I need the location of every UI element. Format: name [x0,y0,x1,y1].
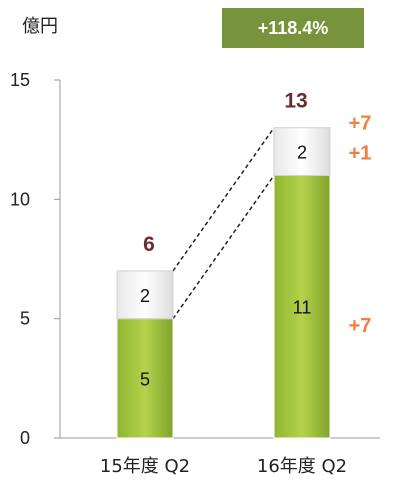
base-segment-value-label: 5 [140,369,150,389]
bar-top-segment [116,270,174,320]
bar-base-segment [116,318,174,439]
top-segment-value-label: 2 [297,143,307,163]
bar-top-segment [273,127,331,176]
top-segment-value-label: 2 [140,286,150,306]
y-tick-label: 15 [10,70,30,90]
unit-label: 億円 [22,16,58,37]
connector-base-dashed-line [172,175,275,320]
x-category-label: 16年度 Q2 [257,456,347,477]
delta-top-segment-label: +1 [349,143,372,165]
bar-total-label: 6 [143,233,155,256]
growth-badge: +118.4% [222,8,364,48]
delta-total-label: +7 [349,113,372,135]
y-tick-label: 5 [20,309,30,329]
bar-base-segment [273,174,331,439]
connector-top-dashed-line [172,127,275,272]
y-tick-label: 10 [10,189,30,209]
base-segment-value-label: 11 [293,298,312,318]
y-tick-label: 0 [20,428,30,448]
delta-base-segment-label: +7 [349,315,372,337]
x-category-label: 15年度 Q2 [100,456,190,477]
bar-total-label: 13 [284,90,307,113]
